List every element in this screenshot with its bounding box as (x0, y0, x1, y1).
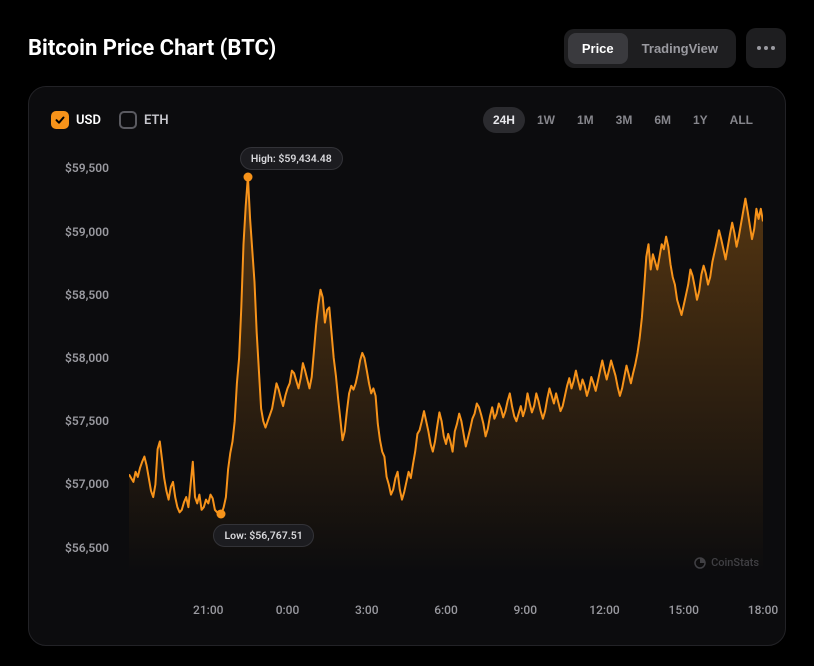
range-selector: 24H1W1M3M6M1YALL (483, 107, 763, 133)
range-6m[interactable]: 6M (644, 107, 681, 133)
x-tick-label: 0:00 (276, 603, 300, 617)
currency-toggles: USD ETH (51, 111, 169, 129)
chart-area: $56,500 $57,000 $57,500 $58,000 $58,500 $59,0… (51, 143, 763, 613)
page-title: Bitcoin Price Chart (BTC) (28, 36, 276, 61)
view-tradingview-button[interactable]: TradingView (628, 33, 732, 64)
x-tick-label: 15:00 (669, 603, 699, 617)
dots-icon (771, 46, 775, 50)
x-tick-label: 3:00 (355, 603, 379, 617)
high-marker (243, 172, 252, 181)
range-1y[interactable]: 1Y (683, 107, 718, 133)
panel-top: USD ETH 24H1W1M3M6M1YALL (51, 107, 763, 133)
x-tick-label: 18:00 (748, 603, 778, 617)
range-24h[interactable]: 24H (483, 107, 525, 133)
view-price-button[interactable]: Price (568, 33, 628, 64)
y-tick-label: $59,000 (65, 225, 109, 239)
y-tick-label: $58,500 (65, 288, 109, 302)
y-tick-label: $57,000 (65, 477, 109, 491)
more-button[interactable] (746, 28, 786, 68)
range-1w[interactable]: 1W (527, 107, 565, 133)
price-chart-svg (129, 143, 763, 573)
range-1m[interactable]: 1M (567, 107, 604, 133)
currency-label: ETH (144, 113, 169, 128)
y-axis-labels: $56,500 $57,000 $57,500 $58,000 $58,500 $59,0… (51, 143, 115, 573)
y-tick-label: $57,500 (65, 414, 109, 428)
high-badge: High: $59,434.48 (240, 147, 343, 170)
view-toggle: Price TradingView (564, 29, 736, 68)
dots-icon (764, 46, 768, 50)
x-tick-label: 21:00 (193, 603, 223, 617)
currency-toggle-eth[interactable]: ETH (119, 111, 169, 129)
currency-label: USD (76, 113, 101, 128)
range-3m[interactable]: 3M (606, 107, 643, 133)
y-tick-label: $59,500 (65, 161, 109, 175)
y-tick-label: $56,500 (65, 541, 109, 555)
range-all[interactable]: ALL (720, 107, 763, 133)
x-tick-label: 12:00 (589, 603, 619, 617)
dots-icon (757, 46, 761, 50)
x-tick-label: 9:00 (513, 603, 537, 617)
checkbox-icon (51, 111, 69, 129)
chart-panel: USDETH 24H1W1M3M6M1YALL $56,500$57,000$5… (28, 86, 786, 646)
checkbox-icon (119, 111, 137, 129)
x-tick-label: 6:00 (434, 603, 458, 617)
y-tick-label: $58,000 (65, 351, 109, 365)
currency-toggle-usd[interactable]: USD (51, 111, 101, 129)
low-badge: Low: $56,767.51 (213, 524, 313, 547)
low-marker (217, 509, 226, 518)
top-controls: Price TradingView (564, 28, 786, 68)
